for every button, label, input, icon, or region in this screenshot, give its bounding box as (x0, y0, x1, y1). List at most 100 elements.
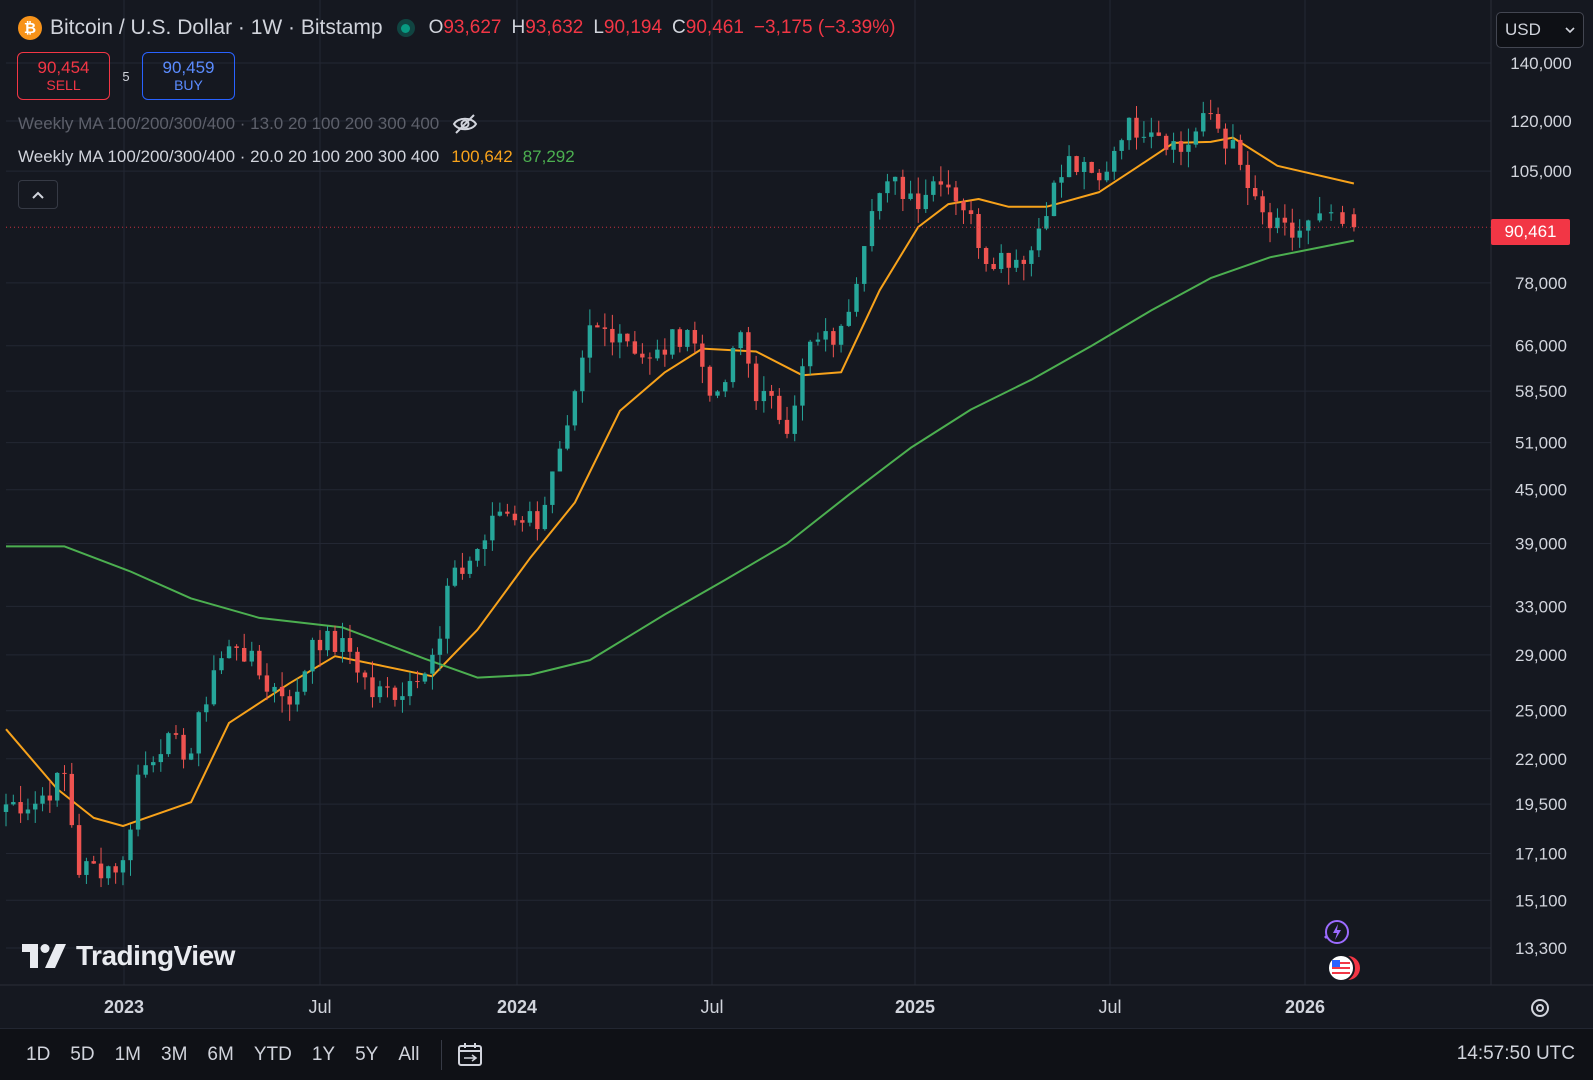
moving-average-lines (5, 136, 1355, 827)
candle-body (769, 390, 774, 396)
candle-body (135, 774, 141, 830)
candle-body (151, 762, 156, 766)
candle (1104, 161, 1109, 183)
candle (738, 330, 743, 356)
candle-body (1097, 172, 1102, 181)
candle-body (302, 671, 308, 692)
buy-label: BUY (174, 76, 203, 93)
candle (1223, 123, 1228, 165)
currency-value: USD (1505, 20, 1541, 39)
candle (257, 645, 262, 680)
candle (1297, 219, 1302, 248)
indicator-legend-hidden[interactable]: Weekly MA 100/200/300/400 · 13.0 20 100 … (18, 113, 479, 135)
candle-body (257, 650, 262, 676)
candle (1252, 175, 1258, 200)
candle-body (580, 357, 585, 392)
candle-body (823, 331, 828, 340)
range-all[interactable]: All (398, 1043, 420, 1065)
candle-body (1119, 140, 1124, 151)
range-5y[interactable]: 5Y (355, 1043, 379, 1065)
date-range-icon[interactable] (456, 1041, 484, 1069)
candle-body (482, 540, 488, 550)
candle (437, 626, 443, 671)
sell-button[interactable]: 90,454 SELL (17, 52, 110, 100)
range-5d[interactable]: 5D (70, 1043, 95, 1065)
currency-select[interactable]: USD (1496, 12, 1584, 48)
candle-body (565, 425, 570, 449)
candle (931, 176, 936, 202)
range-ytd[interactable]: YTD (253, 1043, 292, 1065)
candle (158, 739, 164, 772)
candle (188, 747, 194, 761)
candle-body (33, 803, 38, 810)
range-1m[interactable]: 1M (114, 1043, 141, 1065)
candle-body (655, 349, 660, 359)
price-chart[interactable]: 140,000 120,000 105,000 78,000 66,000 58,500 5… (0, 0, 1593, 1028)
candle-body (1066, 156, 1072, 178)
candle (204, 696, 209, 722)
candle-body (953, 187, 959, 202)
candle (892, 176, 898, 195)
candle (415, 670, 420, 689)
candle (362, 670, 368, 690)
candle-body (62, 772, 67, 774)
candle (302, 669, 308, 696)
candle (938, 166, 944, 197)
settings-icon[interactable] (1528, 996, 1552, 1020)
time-tick-label: Jul (1098, 997, 1121, 1017)
us-flag-icon[interactable] (1326, 953, 1364, 983)
hidden-eye-icon[interactable] (451, 113, 479, 135)
candle-body (181, 734, 186, 760)
candle-body (1252, 187, 1258, 197)
candle-body (173, 733, 179, 735)
range-6m[interactable]: 6M (207, 1043, 234, 1065)
candle-body (241, 647, 247, 662)
time-axis[interactable]: 2023 Jul 2024 Jul 2025 Jul 2026 (104, 997, 1325, 1017)
candle-body (527, 511, 533, 523)
candle-body (430, 654, 435, 674)
candle-body (991, 263, 996, 269)
price-axis[interactable]: 140,000 120,000 105,000 78,000 66,000 58,500 5… (1510, 54, 1571, 958)
candle-body (715, 391, 720, 396)
candle-body (587, 325, 593, 358)
candle (761, 376, 767, 413)
symbol-legend: ₿ Bitcoin / U.S. Dollar · 1W · Bitstamp … (18, 16, 895, 40)
buy-button[interactable]: 90,459 BUY (142, 52, 235, 100)
candle-body (923, 194, 928, 210)
open-label: O (428, 17, 444, 38)
price-tick-label: 39,000 (1515, 535, 1567, 554)
candle (219, 651, 224, 675)
candle (11, 794, 16, 806)
candle-body (662, 349, 668, 355)
candle-body (753, 363, 759, 402)
price-tick-label: 29,000 (1515, 646, 1567, 665)
utc-clock[interactable]: 14:57:50 UTC (1456, 1043, 1575, 1064)
candle (580, 350, 585, 403)
candle (625, 333, 630, 347)
candle-body (1186, 144, 1191, 152)
candle (846, 299, 852, 328)
price-tick-label: 120,000 (1510, 112, 1571, 131)
range-3m[interactable]: 3M (161, 1043, 188, 1065)
candle (295, 678, 300, 712)
candle-body (777, 395, 782, 420)
tradingview-logo-icon (22, 944, 66, 968)
candle-body (204, 704, 209, 713)
price-tick-label: 51,000 (1515, 434, 1567, 453)
indicator-legend[interactable]: Weekly MA 100/200/300/400 · 20.0 20 100 … (18, 147, 575, 167)
assistant-icon[interactable] (1323, 919, 1349, 945)
candle-body (550, 471, 555, 505)
candle (143, 751, 148, 778)
range-1y[interactable]: 1Y (311, 1043, 336, 1065)
candle (753, 355, 759, 410)
candle (76, 813, 82, 878)
symbol-title[interactable]: Bitcoin / U.S. Dollar · 1W · Bitstamp (50, 16, 383, 39)
indicator-1-title: Weekly MA 100/200/300/400 · 13.0 20 100 … (18, 114, 440, 133)
candle-body (800, 366, 805, 406)
candle (670, 329, 675, 359)
candle-body (1317, 213, 1322, 221)
candle-body (226, 646, 232, 659)
candle-body (452, 567, 458, 586)
range-1d[interactable]: 1D (26, 1043, 51, 1065)
collapse-legend-button[interactable] (18, 180, 58, 209)
